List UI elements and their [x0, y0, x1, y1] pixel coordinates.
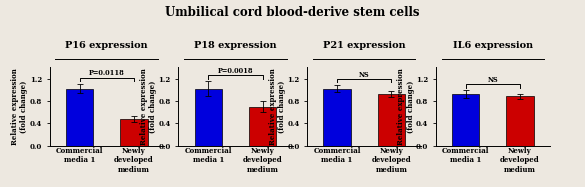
Bar [378, 94, 405, 146]
Bar [324, 89, 350, 146]
Y-axis label: Relative expression
(fold change): Relative expression (fold change) [269, 68, 286, 145]
Text: NS: NS [359, 70, 370, 79]
Bar [452, 94, 479, 146]
Y-axis label: Relative expression
(fold change): Relative expression (fold change) [11, 68, 29, 145]
Text: P=0.0018: P=0.0018 [218, 67, 253, 75]
Title: P21 expression: P21 expression [323, 41, 405, 50]
Y-axis label: Relative expression
(fold change): Relative expression (fold change) [397, 68, 415, 145]
Text: P=0.0118: P=0.0118 [89, 69, 125, 77]
Bar [121, 119, 147, 146]
Bar [507, 96, 534, 146]
Title: IL6 expression: IL6 expression [453, 41, 533, 50]
Bar [249, 107, 276, 146]
Text: Umbilical cord blood-derive stem cells: Umbilical cord blood-derive stem cells [165, 6, 420, 19]
Y-axis label: Relative expression
(fold change): Relative expression (fold change) [140, 68, 157, 145]
Title: P16 expression: P16 expression [66, 41, 148, 50]
Bar [66, 89, 93, 146]
Title: P18 expression: P18 expression [194, 41, 277, 50]
Text: NS: NS [487, 76, 498, 84]
Bar [195, 89, 222, 146]
